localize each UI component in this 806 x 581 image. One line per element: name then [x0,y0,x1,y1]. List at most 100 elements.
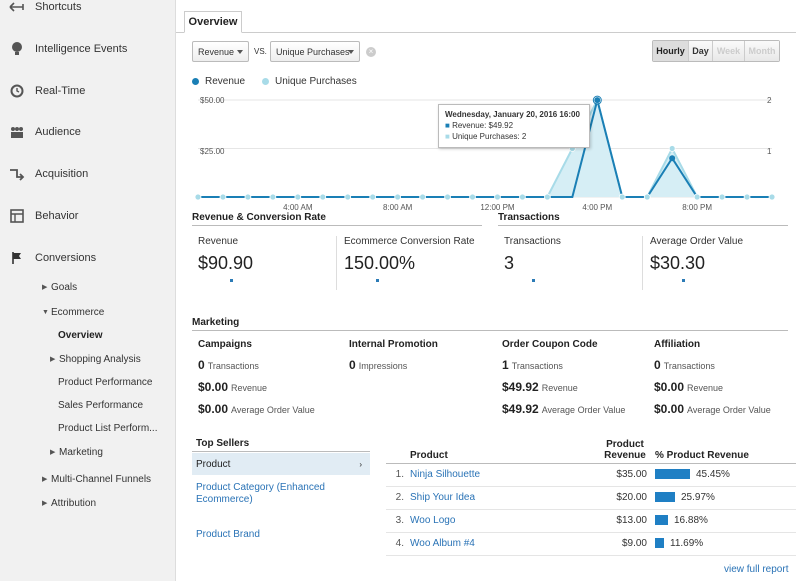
marketing-affiliation: Affiliation 0 Transactions $0.00 Revenue $… [654,339,771,416]
column-header-product-revenue[interactable]: Product Revenue [581,437,651,464]
sidebar-item-label: Acquisition [35,168,89,180]
sidebar-item-conversions[interactable]: Conversions [0,244,176,272]
metric-revenue: Revenue $90.90 [198,236,253,282]
y-axis-left-label: $25.00 [200,147,225,156]
hover-point-highlight [592,95,602,105]
sidebar-item-label: Shortcuts [35,1,82,13]
period-day-button[interactable]: Day [689,41,713,61]
sidebar-item-intelligence-events[interactable]: Intelligence Events [0,35,176,63]
revenue-line [198,99,772,198]
x-axis-tick-label: 12:00 PM [480,203,515,212]
revenue-point [669,155,676,162]
unique-purchases-point [718,193,726,201]
clear-comparison-icon[interactable]: × [366,47,376,57]
sidebar-item-shopping-analysis[interactable]: ▶ Shopping Analysis [50,353,141,365]
x-axis-tick-label: 4:00 PM [582,203,612,212]
sidebar-item-overview[interactable]: Overview [58,329,103,341]
row-number: 3. [386,509,406,533]
clock-icon [9,83,25,99]
unique-purchases-point [444,193,451,201]
section-divider [192,330,788,331]
sidebar-item-acquisition[interactable]: Acquisition [0,160,176,188]
y-axis-right-label: 1 [767,147,772,156]
product-name-link[interactable]: Woo Logo [406,509,581,533]
table-row: 1. Ninja Silhouette $35.00 45.45% [386,463,796,487]
legend-revenue[interactable]: Revenue [192,76,245,87]
metric-divider [336,236,337,290]
top-sellers-product[interactable]: Product › [192,453,370,475]
top-sellers-title: Top Sellers [196,438,250,449]
tab-overview[interactable]: Overview [184,11,242,33]
percent-value: 25.97% [681,492,715,503]
product-revenue: $9.00 [581,532,651,556]
sidebar-item-attribution[interactable]: ▶ Attribution [42,497,97,509]
top-sellers-product-brand-link[interactable]: Product Brand [196,529,260,540]
main-content: Overview Revenue VS. Unique Purchases × … [176,0,806,581]
caret-right-icon: ▶ [50,449,56,456]
period-month-button[interactable]: Month [745,41,779,61]
column-header-product[interactable]: Product [406,437,581,464]
sparkline [682,279,685,282]
sidebar-item-multi-channel-funnels[interactable]: ▶ Multi-Channel Funnels [42,473,152,485]
lightbulb-icon [9,41,25,57]
tab-divider [176,32,796,33]
sidebar-item-audience[interactable]: Audience [0,118,176,146]
product-name-link[interactable]: Ship Your Idea [406,486,581,510]
sidebar-item-sales-performance[interactable]: Sales Performance [58,399,144,411]
sidebar-item-label: Behavior [35,210,79,222]
percent-value: 45.45% [696,469,730,480]
unique-purchases-point [344,193,352,201]
section-title-marketing: Marketing [192,317,240,328]
caret-right-icon: ▶ [42,476,48,483]
sidebar-item-shortcuts[interactable]: Shortcuts [0,0,176,21]
unique-purchases-point [768,193,776,201]
sidebar-item-real-time[interactable]: Real-Time [0,77,176,105]
view-full-report-link[interactable]: view full report [724,564,789,575]
sidebar-item-behavior[interactable]: Behavior [0,202,176,230]
sidebar: Shortcuts Intelligence Events Real-Time … [0,0,176,581]
sidebar-item-goals[interactable]: ▶ Goals [42,281,78,293]
people-icon [9,124,25,140]
section-divider [192,225,482,226]
unique-purchases-point [244,193,252,201]
unique-purchases-point [294,193,302,201]
period-week-button[interactable]: Week [713,41,745,61]
legend-dot-icon [192,78,199,85]
product-name-link[interactable]: Woo Album #4 [406,532,581,556]
unique-purchases-point [618,193,626,201]
y-axis-left-label: $50.00 [200,96,225,105]
chevron-down-icon [348,50,354,54]
product-name-link[interactable]: Ninja Silhouette [406,463,581,487]
tooltip-title: Wednesday, January 20, 2016 16:00 [445,110,580,119]
revenue-chart: $50.00 $25.00 2 1 4:00 AM 8:00 AM 12:00 PM 4:00… [194,95,776,212]
primary-metric-select[interactable]: Revenue [192,41,249,62]
sidebar-item-product-list-performance[interactable]: Product List Perform... [58,422,158,434]
column-header-percent-revenue[interactable]: % Product Revenue [651,437,796,464]
behavior-square-icon [9,208,25,224]
chart-tooltip: Wednesday, January 20, 2016 16:00 ■ Reve… [438,104,590,148]
top-sellers-product-category-link[interactable]: Product Category (Enhanced Ecommerce) [196,482,325,505]
section-title-transactions: Transactions [498,212,560,223]
unique-purchases-point [519,193,526,201]
chevron-right-icon: › [359,459,362,469]
percent-revenue-cell: 45.45% [651,463,796,487]
percent-value: 11.69% [670,538,704,549]
legend-unique-purchases[interactable]: Unique Purchases [262,76,357,87]
period-hourly-button[interactable]: Hourly [653,41,689,61]
tooltip-unique-purchases: ■ Unique Purchases: 2 [445,132,527,141]
sidebar-item-ecommerce[interactable]: ▼ Ecommerce [42,306,105,318]
unique-purchases-point [469,193,476,201]
caret-right-icon: ▶ [42,500,48,507]
unique-purchases-point [668,145,676,152]
sidebar-item-marketing[interactable]: ▶ Marketing [50,446,103,458]
table-header-row: Product Product Revenue % Product Revenu… [386,437,796,464]
table-row: 2. Ship Your Idea $20.00 25.97% [386,486,796,510]
secondary-metric-select[interactable]: Unique Purchases [270,41,360,62]
unique-purchases-point [494,193,501,201]
percent-bar [655,538,664,549]
sidebar-item-product-performance[interactable]: Product Performance [58,376,153,388]
section-title-revenue-conversion: Revenue & Conversion Rate [192,212,326,223]
tooltip-revenue: ■ Revenue: $49.92 [445,121,514,130]
caret-down-icon: ▼ [42,308,49,316]
section-divider [498,225,788,226]
